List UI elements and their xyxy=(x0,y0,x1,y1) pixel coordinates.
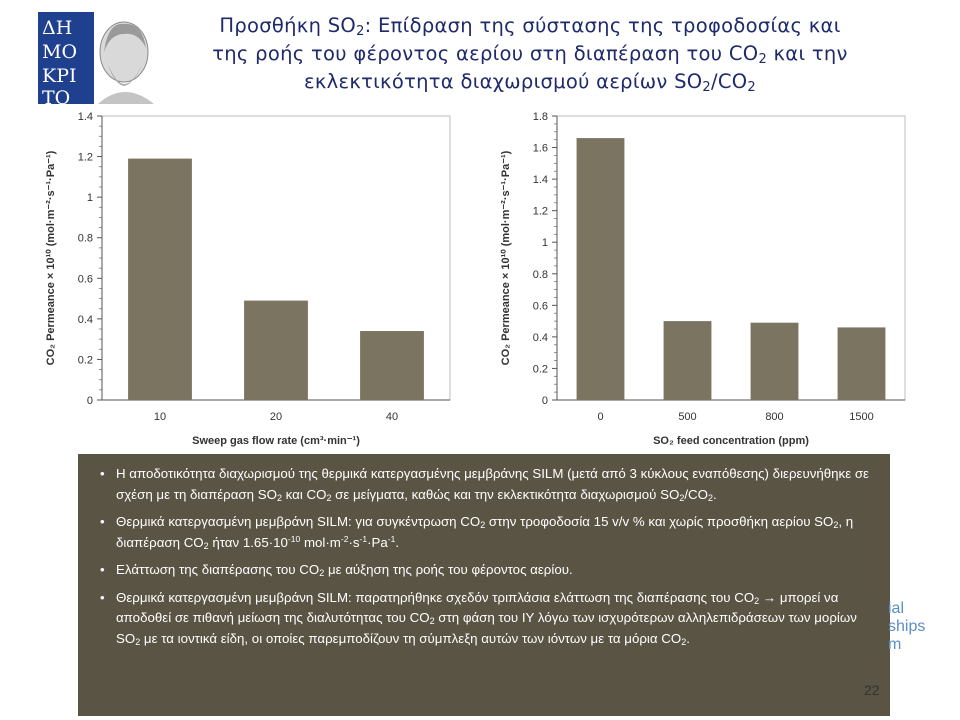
bar-1500 xyxy=(837,327,886,400)
logo-text-line-4: ΤΟ xyxy=(42,87,70,104)
y-tick-label: 0 xyxy=(542,395,548,407)
bar-0 xyxy=(576,138,625,401)
x-tick-label: 1500 xyxy=(849,411,873,423)
slide-title: Προσθήκη SO2: Επίδραση της σύστασης της … xyxy=(170,12,890,96)
bar-10 xyxy=(128,158,192,400)
title-line-2: της ροής του φέροντος αερίου στη διαπέρα… xyxy=(212,42,848,67)
bar-40 xyxy=(360,331,424,400)
bar-800 xyxy=(750,322,799,400)
y-tick-label: 0.4 xyxy=(78,314,93,326)
bullet-item: Ελάττωση της διαπέρασης του CO2 με αύξησ… xyxy=(92,560,876,581)
y-axis-label: CO₂ Permeance × 10¹⁰ (mol·m⁻²·s⁻¹·Pa⁻¹) xyxy=(45,150,57,365)
bullet-list: Η αποδοτικότητα διαχωρισμού της θερμικά … xyxy=(92,464,876,649)
y-tick-label: 0.6 xyxy=(533,300,548,312)
bullet-item: Θερμικά κατεργασμένη μεμβράνη SILM: παρα… xyxy=(92,588,876,650)
x-tick-label: 0 xyxy=(597,411,603,423)
partner-logo-icon: ial ships m xyxy=(888,600,948,670)
title-line-1: Προσθήκη SO2: Επίδραση της σύστασης της … xyxy=(219,14,841,39)
summary-text-box: Η αποδοτικότητα διαχωρισμού της θερμικά … xyxy=(78,454,890,716)
x-tick-label: 500 xyxy=(678,411,696,423)
y-tick-label: 1.8 xyxy=(533,111,548,123)
x-tick-label: 40 xyxy=(386,411,398,423)
y-tick-label: 1 xyxy=(87,192,93,204)
logo-text-line-3: ΚΡΙ xyxy=(42,65,76,87)
x-axis-label: SO₂ feed concentration (ppm) xyxy=(653,435,809,447)
x-tick-label: 800 xyxy=(765,411,783,423)
y-tick-label: 1.6 xyxy=(533,143,548,155)
y-tick-label: 0.8 xyxy=(78,233,93,245)
y-tick-label: 0.2 xyxy=(78,354,93,366)
partner-logo-text-1: ial xyxy=(888,600,905,617)
chart-svg: 0 0.2 0.4 0.6 0.8 1 1.2 1.4 10 20 40 Sweep gas flow… xyxy=(45,111,451,447)
y-tick-label: 0 xyxy=(87,395,93,407)
logo-text-line-2: ΜΟ xyxy=(42,41,77,63)
chart-svg: 0 0.2 0.4 0.6 0.8 1 1.2 1.4 1.6 1.8 0 500 800 1500 SO₂… xyxy=(500,111,906,447)
x-axis-label: Sweep gas flow rate (cm³·min⁻¹) xyxy=(192,435,360,447)
y-tick-label: 1.2 xyxy=(533,206,548,218)
x-tick-label: 10 xyxy=(154,411,166,423)
title-line-3: εκλεκτικότητα διαχωρισμού αερίων SO2/CO2 xyxy=(304,70,756,95)
page-number: 22 xyxy=(864,682,880,698)
bullet-item: Θερμικά κατεργασμένη μεμβράνη SILM: για … xyxy=(92,512,876,553)
y-tick-label: 1.4 xyxy=(533,174,548,186)
chart-so2-concentration: 0 0.2 0.4 0.6 0.8 1 1.2 1.4 1.6 1.8 0 500 800 1500 SO₂… xyxy=(495,108,915,448)
y-tick-label: 0.4 xyxy=(533,332,548,344)
chart-flow-rate: 0 0.2 0.4 0.6 0.8 1 1.2 1.4 10 20 40 Sweep gas flow… xyxy=(40,108,460,448)
y-tick-label: 1.2 xyxy=(78,152,93,164)
bar-20 xyxy=(244,300,308,400)
bullet-item: Η αποδοτικότητα διαχωρισμού της θερμικά … xyxy=(92,464,876,505)
y-tick-label: 0.8 xyxy=(533,269,548,281)
y-tick-label: 0.6 xyxy=(78,273,93,285)
democritus-logo-icon: ΔΗ ΜΟ ΚΡΙ ΤΟ xyxy=(38,12,156,109)
y-tick-label: 1 xyxy=(542,237,548,249)
partner-logo-text-2: ships xyxy=(888,618,926,635)
y-tick-label: 0.2 xyxy=(533,363,548,375)
x-tick-label: 20 xyxy=(270,411,282,423)
bar-500 xyxy=(663,321,712,400)
logo-text-line-1: ΔΗ xyxy=(42,17,72,39)
y-axis-label: CO₂ Permeance × 10¹⁰ (mol·m⁻²·s⁻¹·Pa⁻¹) xyxy=(500,150,512,365)
y-tick-label: 1.4 xyxy=(78,111,93,123)
partner-logo-text-3: m xyxy=(888,636,902,653)
